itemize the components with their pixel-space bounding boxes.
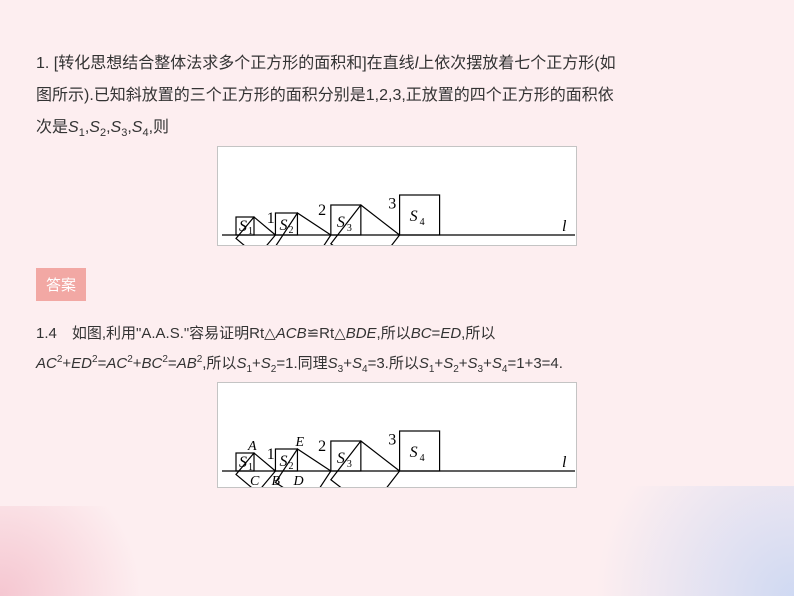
svg-text:E: E (294, 435, 304, 450)
svg-text:2: 2 (288, 225, 293, 236)
a-s1b: S (419, 355, 429, 372)
a-l1-e: ,所以 (377, 325, 411, 342)
svg-text:3: 3 (388, 432, 396, 449)
problem-l3-suffix: ,则 (149, 119, 169, 136)
svg-text:3: 3 (388, 196, 396, 213)
s2-sub: 2 (100, 127, 106, 139)
svg-text:1: 1 (267, 446, 275, 463)
svg-text:S: S (337, 214, 345, 231)
svg-text:S: S (279, 453, 287, 470)
svg-text:S: S (279, 217, 287, 234)
svg-text:2: 2 (288, 461, 293, 472)
problem-l1-rest: 上依次摆放着七个正方形(如 (418, 55, 615, 72)
a-s4a: S (352, 355, 362, 372)
a-so1: ,所以 (202, 355, 236, 372)
a-s1a: S (236, 355, 246, 372)
decor-bottom-left (0, 506, 180, 596)
svg-text:S: S (410, 208, 418, 225)
svg-text:1: 1 (248, 462, 253, 473)
problem-l3-prefix: 次是 (36, 119, 68, 136)
figure-1-wrap: S11S22S33S4l (36, 146, 758, 246)
svg-text:4: 4 (420, 217, 425, 228)
s3-sub: 3 (121, 127, 127, 139)
svg-text:D: D (292, 474, 303, 488)
figure-2: S11S22S33S4lAECBD (217, 382, 577, 488)
problem-line1: 1. [转化思想结合整体法求多个正方形的面积和]在直线l上依次摆放着七个正方形(… (36, 48, 758, 80)
s3-s: S (111, 119, 122, 136)
a-ed: ED (71, 355, 92, 372)
a-l1-c: ≌Rt△ (307, 325, 346, 342)
s4-s: S (132, 119, 143, 136)
problem-l1-prefix: 1. [转化思想结合整体法求多个正方形的面积和]在直线 (36, 55, 415, 72)
problem-line3: 次是S1,S2,S3,S4,则 (36, 112, 758, 144)
a-pl3: + (434, 355, 443, 372)
a-s2a: S (261, 355, 271, 372)
a-l1-g: = (432, 325, 441, 342)
a-bc: BC (142, 355, 163, 372)
answer-line2: AC2+ED2=AC2+BC2=AB2,所以S1+S2=1.同理S3+S4=3.… (36, 349, 758, 380)
a-eq3: =3.所以 (368, 355, 419, 372)
a-l1-i: ,所以 (461, 325, 495, 342)
a-e2: = (168, 355, 177, 372)
problem-line2: 图所示).已知斜放置的三个正方形的面积分别是1,2,3,正放置的四个正方形的面积… (36, 80, 758, 112)
svg-text:C: C (250, 474, 260, 488)
a-l1-f: BC (411, 325, 432, 342)
a-pl4: + (459, 355, 468, 372)
svg-text:2: 2 (318, 202, 326, 219)
a-p1: + (62, 355, 71, 372)
svg-text:1: 1 (248, 226, 253, 237)
a-pl2: + (343, 355, 352, 372)
figure-1: S11S22S33S4l (217, 146, 577, 246)
a-pl1: + (252, 355, 261, 372)
a-l1-b: ACB (276, 325, 307, 342)
a-s3a: S (328, 355, 338, 372)
s1-s: S (68, 119, 79, 136)
a-final: =1+3=4. (507, 355, 562, 372)
a-pl5: + (483, 355, 492, 372)
s2-s: S (89, 119, 100, 136)
a-eq1: =1.同理 (276, 355, 327, 372)
svg-text:S: S (337, 450, 345, 467)
a-l1-h: ED (440, 325, 461, 342)
a-s2b: S (443, 355, 453, 372)
answer-label: 答案 (36, 268, 86, 301)
a-l1-d: BDE (346, 325, 377, 342)
svg-text:4: 4 (420, 453, 425, 464)
svg-text:2: 2 (318, 438, 326, 455)
svg-text:3: 3 (347, 223, 352, 234)
figure-2-wrap: S11S22S33S4lAECBD (36, 382, 758, 488)
svg-text:S: S (410, 444, 418, 461)
a-l1-a: 1.4 如图,利用"A.A.S."容易证明Rt△ (36, 325, 276, 342)
a-p2: + (133, 355, 142, 372)
s1-sub: 1 (79, 127, 85, 139)
decor-bottom-right (534, 486, 794, 596)
svg-text:1: 1 (267, 210, 275, 227)
a-s4b: S (492, 355, 502, 372)
a-ac2: AC (106, 355, 127, 372)
svg-text:l: l (562, 454, 567, 471)
answer-line1: 1.4 如图,利用"A.A.S."容易证明Rt△ACB≌Rt△BDE,所以BC=… (36, 319, 758, 349)
svg-text:3: 3 (347, 459, 352, 470)
svg-text:l: l (562, 218, 567, 235)
a-ac1: AC (36, 355, 57, 372)
a-ab: AB (177, 355, 197, 372)
svg-text:A: A (247, 439, 257, 454)
a-s3b: S (468, 355, 478, 372)
svg-text:B: B (271, 474, 280, 488)
